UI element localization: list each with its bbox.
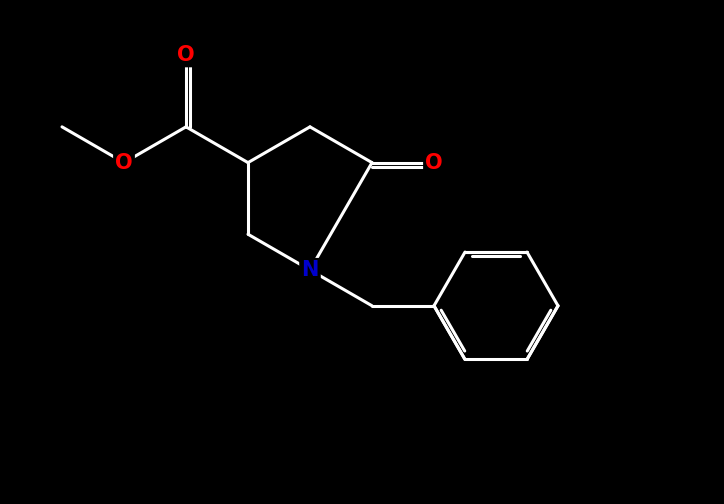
Text: O: O [115, 153, 132, 172]
Text: O: O [425, 153, 443, 172]
Text: N: N [301, 260, 319, 280]
Text: O: O [177, 45, 195, 65]
